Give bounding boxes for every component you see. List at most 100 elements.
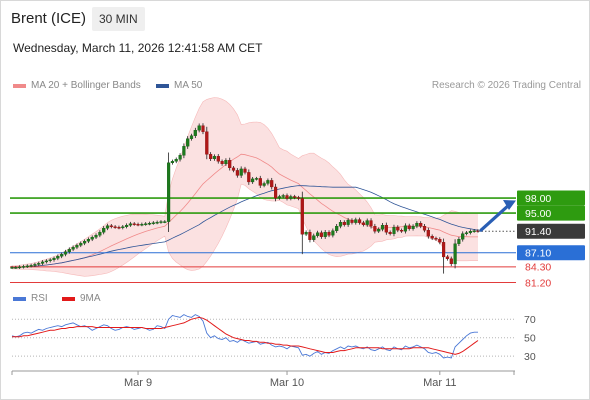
candle <box>335 223 339 233</box>
candle <box>285 193 289 201</box>
candle <box>124 223 129 229</box>
candle-body <box>388 231 392 234</box>
candle-body <box>48 259 52 261</box>
candle-body <box>239 168 243 176</box>
candle-body <box>113 226 117 228</box>
candle-body <box>151 222 155 224</box>
candle-body <box>212 156 216 160</box>
candle <box>86 237 90 244</box>
candle <box>445 255 449 261</box>
legend-rsi-label: RSI <box>31 293 48 304</box>
candle <box>392 224 396 237</box>
candle <box>434 236 438 241</box>
candle-body <box>247 172 251 183</box>
instrument-title: Brent (ICE) <box>11 10 87 27</box>
candle-body <box>373 225 377 232</box>
candle <box>254 176 259 181</box>
candle <box>151 221 155 225</box>
candle-body <box>186 138 190 147</box>
candle-body <box>86 238 90 242</box>
resistance-2-label: 98.00 <box>525 193 551 205</box>
candle <box>281 193 285 199</box>
candle-body <box>354 219 358 223</box>
candle-body <box>63 251 68 255</box>
candle <box>464 231 469 236</box>
candle-body <box>231 167 236 171</box>
candle-body <box>270 180 274 188</box>
candle <box>178 153 182 162</box>
candle-body <box>266 180 270 184</box>
candle <box>442 238 446 274</box>
candle <box>373 223 377 234</box>
candle-body <box>457 238 461 244</box>
candle-body <box>274 186 278 199</box>
candle-body <box>60 254 64 257</box>
candle-body <box>358 219 362 223</box>
candle <box>60 252 64 259</box>
candle <box>277 194 281 200</box>
candle <box>461 231 465 242</box>
candle <box>201 123 205 135</box>
candle-body <box>33 264 37 266</box>
candle-body <box>434 237 438 240</box>
candle-body <box>380 224 385 230</box>
candle <box>369 218 373 229</box>
candle-body <box>201 125 205 132</box>
candle <box>121 225 125 230</box>
rsi-swatch <box>13 296 26 301</box>
candle <box>159 220 163 224</box>
candle-body <box>155 221 159 224</box>
candle <box>144 222 148 226</box>
candle <box>350 218 354 225</box>
candle <box>25 264 29 268</box>
candle <box>216 154 220 164</box>
candle <box>358 217 362 225</box>
candle-body <box>464 232 469 234</box>
candle <box>44 259 48 264</box>
candle <box>163 220 167 224</box>
candle-body <box>258 178 262 186</box>
candle <box>400 228 404 233</box>
candle <box>239 166 243 178</box>
forecast-arrow-shaft <box>479 202 512 232</box>
candle <box>312 233 316 242</box>
candle <box>289 194 293 201</box>
candle <box>274 183 278 202</box>
candle-body <box>52 258 56 260</box>
candle-body <box>461 233 465 240</box>
candle <box>300 191 304 255</box>
candle-body <box>285 195 289 199</box>
candle-body <box>109 225 113 227</box>
candle-body <box>21 266 26 268</box>
candle <box>338 220 343 229</box>
candle <box>37 261 41 267</box>
pivot-label: 87.10 <box>525 248 551 260</box>
candle-body <box>94 234 98 238</box>
candle <box>98 230 102 238</box>
candle <box>136 222 140 227</box>
candle-body <box>243 168 247 173</box>
interval-selector[interactable]: 30 MIN <box>92 7 145 31</box>
candle <box>10 265 14 269</box>
candle <box>380 223 385 232</box>
rsi-line <box>11 314 478 359</box>
candle <box>235 168 239 178</box>
candle-body <box>189 135 194 139</box>
ma50-swatch <box>156 83 169 88</box>
support-2-label: 81.20 <box>525 277 551 289</box>
candle <box>63 249 68 257</box>
candle-body <box>365 220 369 225</box>
candle-body <box>369 220 373 227</box>
resistance-1-tag <box>517 205 585 221</box>
candle <box>155 220 159 225</box>
rsi-tick-label: 30 <box>524 351 536 363</box>
candle-body <box>71 247 75 250</box>
candle-body <box>44 260 48 263</box>
candle <box>212 154 216 161</box>
candle-body <box>346 219 350 225</box>
candle-body <box>147 222 152 225</box>
candle <box>316 230 320 238</box>
legend-ma50: MA 50 <box>156 80 202 91</box>
candle-body <box>411 225 415 229</box>
